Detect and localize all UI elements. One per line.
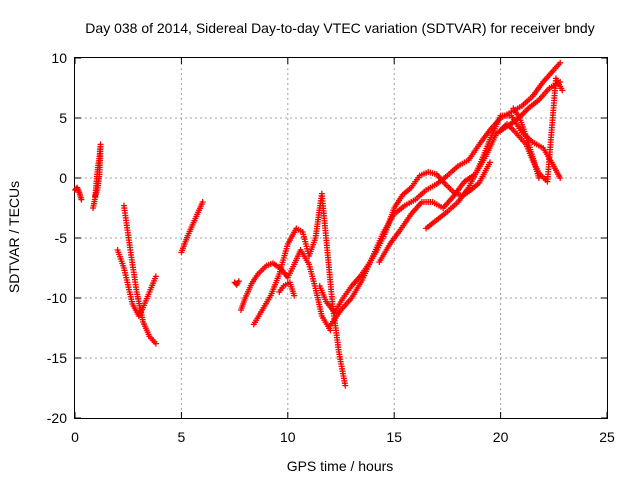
- series-arc9: [276, 279, 298, 299]
- y-tick-label: 10: [51, 50, 67, 66]
- chart-title: Day 038 of 2014, Sidereal Day-to-day VTE…: [85, 20, 594, 36]
- y-tick-label: -5: [55, 230, 68, 246]
- y-tick-label: 0: [59, 170, 67, 186]
- y-tick-label: -10: [47, 290, 67, 306]
- series-arc8: [250, 190, 349, 389]
- y-tick-label: -15: [47, 350, 67, 366]
- series-arc13: [423, 112, 564, 232]
- data-point: [291, 292, 298, 299]
- series-arc5: [178, 199, 206, 256]
- x-tick-label: 15: [386, 429, 402, 445]
- series-arc11: [327, 59, 564, 329]
- data-point: [152, 340, 159, 347]
- y-axis-title: SDTVAR / TECUs: [6, 181, 22, 293]
- data-point: [557, 59, 564, 66]
- data-point: [557, 175, 564, 181]
- data-point: [78, 196, 85, 203]
- x-tick-label: 5: [178, 429, 186, 445]
- series-arc6: [231, 278, 242, 288]
- y-tick-label: -20: [47, 410, 67, 426]
- series-arc3: [114, 247, 159, 319]
- x-tick-label: 0: [71, 429, 79, 445]
- axis-ticks: 0 5 10 15 20 25 -20 -15 -10 -5 0 5 10: [47, 50, 615, 445]
- data-point: [342, 382, 349, 389]
- data-point: [199, 199, 206, 205]
- data-point: [559, 87, 566, 94]
- x-axis-title: GPS time / hours: [287, 458, 394, 474]
- series-arc15: [510, 105, 542, 181]
- series-arc2: [90, 141, 104, 211]
- data-point: [235, 278, 242, 285]
- x-tick-label: 10: [280, 429, 296, 445]
- y-tick-label: 5: [59, 110, 67, 126]
- plot-frame: [74, 57, 608, 419]
- data-point: [152, 273, 159, 280]
- data-point: [535, 175, 542, 181]
- series-arc14: [497, 75, 566, 185]
- data-points: [72, 59, 566, 389]
- series-arc1: [72, 184, 85, 203]
- data-point: [92, 193, 99, 199]
- x-tick-label: 20: [493, 429, 509, 445]
- x-tick-label: 25: [599, 429, 615, 445]
- data-point: [486, 159, 493, 166]
- series-arc4: [120, 202, 159, 347]
